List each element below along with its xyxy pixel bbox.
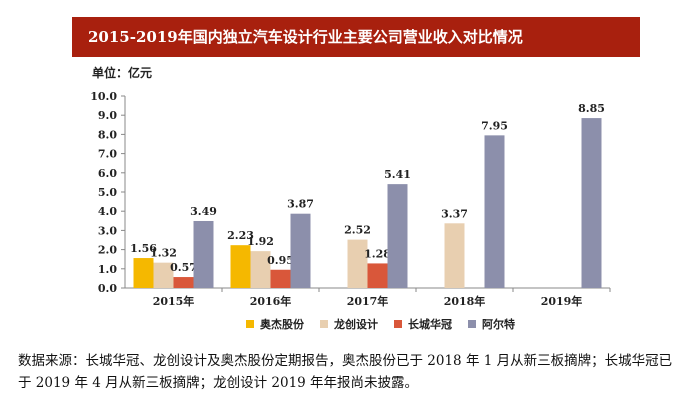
data-label: 3.37 (441, 207, 468, 220)
y-tick-label: 9.0 (98, 109, 117, 122)
bar (270, 269, 291, 288)
y-tick-label: 10.0 (90, 90, 117, 103)
y-tick-label: 8.0 (98, 128, 117, 141)
bar (250, 251, 271, 288)
data-label: 1.32 (150, 247, 177, 260)
data-label: 3.87 (287, 198, 314, 211)
bar (581, 118, 602, 288)
unit-label: 单位：亿元 (92, 66, 153, 80)
legend-item: 奥杰股份 (246, 316, 304, 332)
y-tick-label: 2.0 (98, 244, 117, 257)
legend-label: 奥杰股份 (260, 318, 304, 331)
data-label: 3.49 (190, 205, 217, 218)
data-label: 1.28 (364, 247, 391, 260)
legend-item: 龙创设计 (320, 316, 378, 332)
bar (367, 263, 388, 288)
legend-label: 长城华冠 (408, 318, 452, 331)
bar (230, 245, 251, 288)
y-tick-label: 4.0 (98, 205, 117, 218)
x-tick-label: 2016年 (250, 294, 292, 308)
y-tick-label: 3.0 (98, 224, 117, 237)
bar (290, 213, 311, 288)
bar (173, 277, 194, 288)
chart-legend: 奥杰股份 龙创设计 长城华冠 阿尔特 (246, 316, 531, 332)
x-tick-label: 2017年 (347, 294, 389, 308)
y-tick-label: 6.0 (98, 167, 117, 180)
bar (484, 135, 505, 288)
y-tick-label: 7.0 (98, 148, 117, 161)
bar (133, 258, 154, 288)
legend-label: 阿尔特 (482, 318, 515, 331)
bar (347, 239, 368, 288)
data-label: 1.92 (247, 235, 274, 248)
legend-swatch (320, 320, 328, 328)
legend-swatch (394, 320, 402, 328)
data-label: 7.95 (481, 119, 508, 132)
bar (193, 220, 214, 288)
data-label: 0.57 (170, 261, 197, 274)
y-tick-label: 5.0 (98, 186, 117, 199)
legend-label: 龙创设计 (334, 318, 378, 331)
x-tick-label: 2019年 (541, 294, 583, 308)
chart-title: 2015-2019年国内独立汽车设计行业主要公司营业收入对比情况 (72, 17, 640, 57)
y-tick-label: 1.0 (98, 263, 117, 276)
data-label: 5.41 (384, 168, 411, 181)
legend-swatch (468, 320, 476, 328)
data-label: 8.85 (578, 102, 605, 115)
x-tick-label: 2015年 (153, 294, 195, 308)
legend-item: 阿尔特 (468, 316, 515, 332)
data-label: 2.23 (227, 229, 254, 242)
x-tick-label: 2018年 (444, 294, 486, 308)
data-label: 0.95 (267, 254, 294, 267)
data-label: 2.52 (344, 224, 371, 237)
legend-swatch (246, 320, 254, 328)
bar (387, 184, 408, 288)
data-label: 1.56 (130, 242, 157, 255)
y-tick-label: 0.0 (98, 282, 117, 295)
bar (153, 262, 174, 288)
legend-item: 长城华冠 (394, 316, 452, 332)
bar (444, 223, 465, 288)
source-note: 数据来源：长城华冠、龙创设计及奥杰股份定期报告，奥杰股份已于 2018 年 1 … (18, 353, 673, 391)
